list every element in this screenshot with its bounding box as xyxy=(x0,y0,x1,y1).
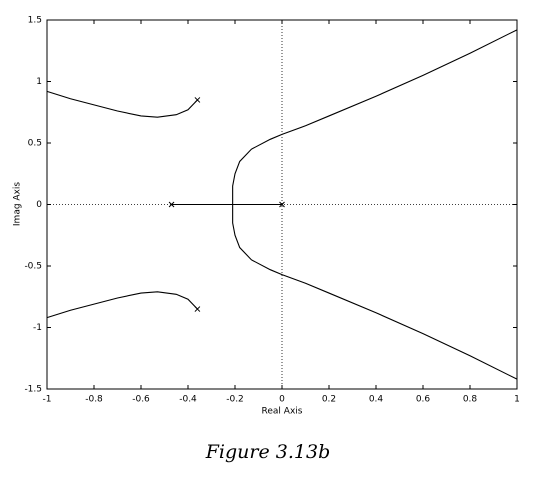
y-tick-label: 1.5 xyxy=(28,16,42,26)
locus-branch xyxy=(232,204,518,380)
pole-marker xyxy=(194,97,201,103)
y-tick-label: -0.5 xyxy=(24,262,42,272)
x-axis-label: Real Axis xyxy=(262,407,303,417)
y-axis-label: Imag Axis xyxy=(13,182,23,226)
x-tick-label: 1 xyxy=(514,395,520,405)
x-tick-label: -0.8 xyxy=(85,395,103,405)
y-tick-label: -1.5 xyxy=(24,385,42,395)
pole-marker xyxy=(279,201,285,208)
x-tick-label: -0.2 xyxy=(226,395,244,405)
x-tick-label: 0.8 xyxy=(463,395,478,405)
y-tick-label: -1 xyxy=(33,323,42,333)
y-tick-label: 0.5 xyxy=(28,139,42,149)
locus-branch xyxy=(46,291,198,319)
y-tick-label: 0 xyxy=(36,200,42,210)
y-tick-label: 1 xyxy=(36,77,42,87)
pole-marker xyxy=(194,306,201,312)
locus-branch xyxy=(232,29,518,205)
x-tick-label: -0.6 xyxy=(132,395,150,405)
x-tick-label: 0.2 xyxy=(322,395,336,405)
x-tick-label: 0 xyxy=(279,395,285,405)
pole-marker xyxy=(168,201,175,208)
caption: Figure 3.13b xyxy=(205,441,331,463)
x-tick-label: 0.4 xyxy=(369,395,384,405)
x-tick-label: -0.4 xyxy=(179,395,197,405)
locus-branch xyxy=(46,90,198,118)
x-tick-label: 0.6 xyxy=(416,395,431,405)
x-tick-label: -1 xyxy=(43,395,52,405)
